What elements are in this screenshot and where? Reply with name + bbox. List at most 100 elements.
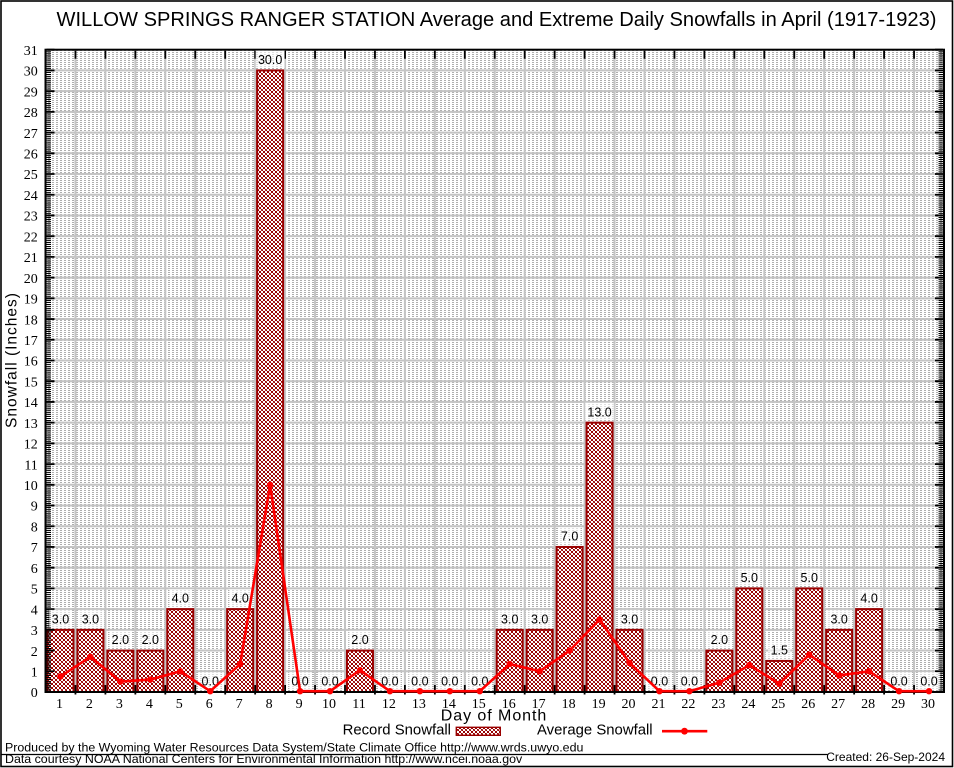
svg-text:10: 10 xyxy=(322,697,336,712)
svg-text:29: 29 xyxy=(891,697,905,712)
svg-text:0.0: 0.0 xyxy=(920,675,937,689)
svg-text:27: 27 xyxy=(831,697,845,712)
svg-text:0.0: 0.0 xyxy=(381,675,398,689)
svg-text:30: 30 xyxy=(921,697,935,712)
svg-text:11: 11 xyxy=(24,458,37,473)
svg-text:9: 9 xyxy=(31,500,38,515)
svg-text:26: 26 xyxy=(801,697,815,712)
svg-text:0.0: 0.0 xyxy=(681,675,698,689)
svg-text:16: 16 xyxy=(24,355,38,370)
svg-text:3: 3 xyxy=(31,624,38,639)
svg-text:5.0: 5.0 xyxy=(741,571,758,585)
svg-text:2.0: 2.0 xyxy=(711,633,728,647)
svg-text:Produced by the Wyoming Water: Produced by the Wyoming Water Resources … xyxy=(5,740,583,754)
svg-text:18: 18 xyxy=(24,313,38,328)
svg-text:0: 0 xyxy=(31,686,38,701)
svg-text:14: 14 xyxy=(24,396,38,411)
svg-text:20: 20 xyxy=(24,272,38,287)
svg-text:23: 23 xyxy=(24,210,38,225)
svg-text:Created: 26-Sep-2024: Created: 26-Sep-2024 xyxy=(826,750,945,764)
svg-text:21: 21 xyxy=(651,697,665,712)
svg-text:Record Snowfall: Record Snowfall xyxy=(343,723,451,739)
svg-text:1: 1 xyxy=(31,665,38,680)
svg-text:23: 23 xyxy=(711,697,725,712)
svg-text:7: 7 xyxy=(236,697,243,712)
svg-text:3.0: 3.0 xyxy=(501,612,518,626)
svg-text:1.5: 1.5 xyxy=(771,644,788,658)
svg-text:WILLOW SPRINGS RANGER STATION: WILLOW SPRINGS RANGER STATION Average an… xyxy=(57,9,937,31)
svg-text:12: 12 xyxy=(24,438,38,453)
svg-text:19: 19 xyxy=(592,697,606,712)
svg-text:31: 31 xyxy=(24,44,38,59)
svg-text:30.0: 30.0 xyxy=(258,53,282,67)
svg-text:20: 20 xyxy=(622,697,636,712)
svg-text:3: 3 xyxy=(116,697,123,712)
svg-text:7: 7 xyxy=(31,541,38,556)
svg-text:28: 28 xyxy=(861,697,875,712)
svg-text:0.0: 0.0 xyxy=(321,675,338,689)
svg-text:3.0: 3.0 xyxy=(830,612,847,626)
svg-text:4: 4 xyxy=(31,603,38,618)
svg-text:Day of Month: Day of Month xyxy=(441,708,548,725)
svg-text:16: 16 xyxy=(502,697,516,712)
svg-text:17: 17 xyxy=(532,697,546,712)
svg-text:3.0: 3.0 xyxy=(82,612,99,626)
svg-text:14: 14 xyxy=(442,697,456,712)
svg-text:12: 12 xyxy=(382,697,396,712)
svg-text:4: 4 xyxy=(146,697,153,712)
svg-text:8: 8 xyxy=(31,520,38,535)
svg-text:6: 6 xyxy=(31,562,38,577)
svg-text:0.0: 0.0 xyxy=(890,675,907,689)
svg-text:3.0: 3.0 xyxy=(531,612,548,626)
svg-text:25: 25 xyxy=(771,697,785,712)
svg-text:13.0: 13.0 xyxy=(587,405,611,419)
svg-text:30: 30 xyxy=(24,65,38,80)
svg-text:28: 28 xyxy=(24,106,38,121)
svg-text:11: 11 xyxy=(352,697,365,712)
svg-text:5: 5 xyxy=(31,583,38,598)
svg-text:2.0: 2.0 xyxy=(112,633,129,647)
svg-text:15: 15 xyxy=(24,375,38,390)
svg-text:8: 8 xyxy=(266,697,273,712)
svg-text:2: 2 xyxy=(31,645,38,660)
svg-text:26: 26 xyxy=(24,148,38,163)
svg-text:5.0: 5.0 xyxy=(801,571,818,585)
svg-text:17: 17 xyxy=(24,334,38,349)
svg-text:3.0: 3.0 xyxy=(52,612,69,626)
svg-text:24: 24 xyxy=(24,189,38,204)
svg-text:18: 18 xyxy=(562,697,576,712)
svg-text:29: 29 xyxy=(24,85,38,100)
svg-text:22: 22 xyxy=(681,697,695,712)
svg-text:10: 10 xyxy=(24,479,38,494)
svg-text:2.0: 2.0 xyxy=(142,633,159,647)
svg-text:0.0: 0.0 xyxy=(202,675,219,689)
svg-text:7.0: 7.0 xyxy=(561,530,578,544)
svg-text:25: 25 xyxy=(24,168,38,183)
svg-text:0.0: 0.0 xyxy=(291,675,308,689)
svg-text:0.0: 0.0 xyxy=(411,675,428,689)
svg-text:2.0: 2.0 xyxy=(351,633,368,647)
svg-text:3.0: 3.0 xyxy=(621,612,638,626)
svg-text:Average Snowfall: Average Snowfall xyxy=(537,723,653,739)
svg-text:24: 24 xyxy=(741,697,755,712)
svg-text:21: 21 xyxy=(24,251,38,266)
svg-text:0.0: 0.0 xyxy=(651,675,668,689)
svg-text:9: 9 xyxy=(296,697,303,712)
svg-text:15: 15 xyxy=(472,697,486,712)
svg-text:4.0: 4.0 xyxy=(231,592,248,606)
svg-text:0.0: 0.0 xyxy=(471,675,488,689)
svg-text:2: 2 xyxy=(86,697,93,712)
svg-text:22: 22 xyxy=(24,230,38,245)
svg-text:5: 5 xyxy=(176,697,183,712)
svg-text:27: 27 xyxy=(24,127,38,142)
svg-text:Snowfall (Inches): Snowfall (Inches) xyxy=(4,292,21,428)
svg-text:6: 6 xyxy=(206,697,213,712)
svg-text:13: 13 xyxy=(24,417,38,432)
svg-text:Data courtesy NOAA National Ce: Data courtesy NOAA National Centers for … xyxy=(5,752,523,766)
svg-text:19: 19 xyxy=(24,293,38,308)
svg-text:13: 13 xyxy=(412,697,426,712)
svg-text:0.0: 0.0 xyxy=(441,675,458,689)
svg-text:4.0: 4.0 xyxy=(860,592,877,606)
svg-text:4.0: 4.0 xyxy=(172,592,189,606)
svg-text:1: 1 xyxy=(56,697,63,712)
